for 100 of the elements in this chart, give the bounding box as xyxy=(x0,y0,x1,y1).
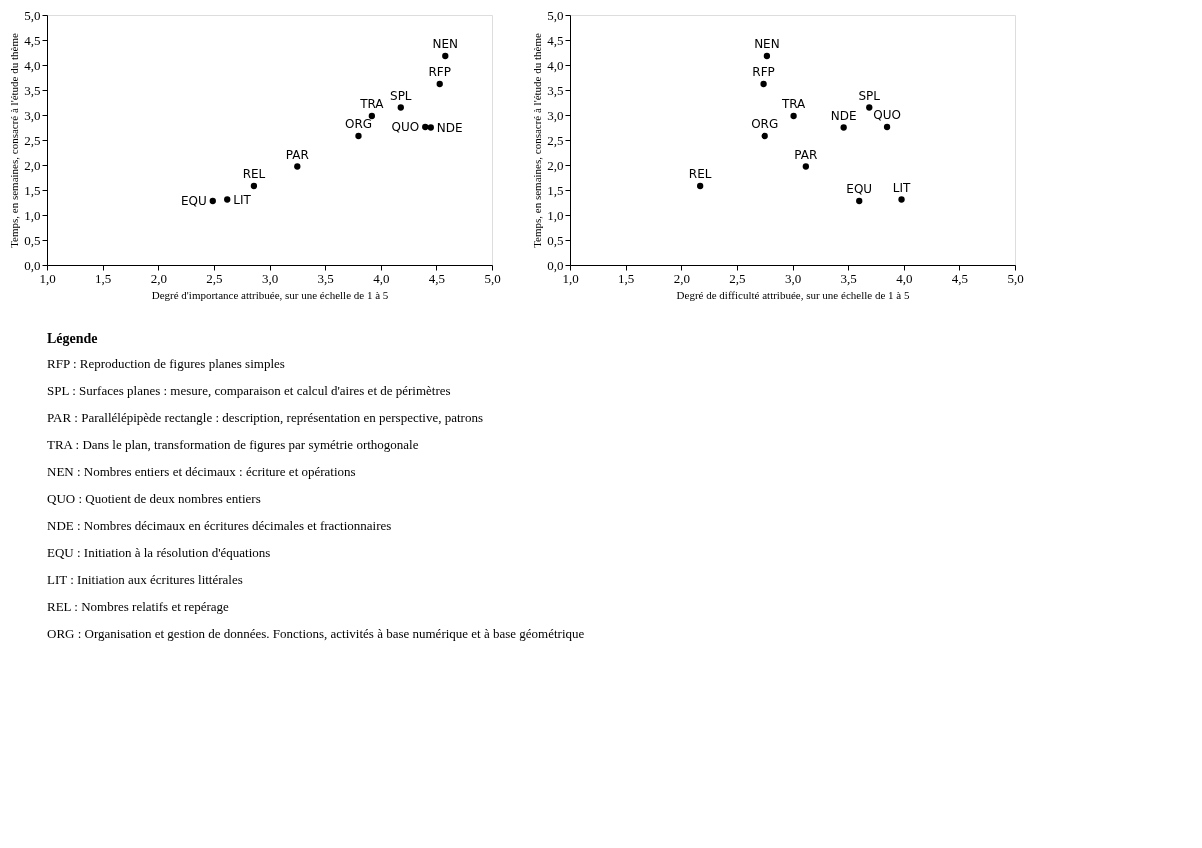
y-tick-label: 2,0 xyxy=(547,157,564,173)
text: Légende xyxy=(47,331,98,346)
y-tick-label: 1,5 xyxy=(24,182,41,198)
point xyxy=(866,104,873,111)
y-axis-title: Temps, en semaines, consacré à l'étude du thème xyxy=(531,33,544,248)
x-tick-label: 4,5 xyxy=(428,270,445,286)
text: NDE : Nombres décimaux en écritures décimales et fractionnaires xyxy=(47,517,392,533)
annotation: RFP xyxy=(428,65,451,79)
annotation: TRA xyxy=(359,97,385,111)
point xyxy=(442,52,449,60)
annotation: REL xyxy=(242,167,266,181)
annotation: QUO xyxy=(873,108,901,122)
x-axis-title: Degré d'importance attribuée, sur une échelle de 1 à 5 xyxy=(151,288,389,301)
x-tick-label: 1,0 xyxy=(562,270,579,286)
point xyxy=(294,163,301,170)
text: EQU : Initiation à la résolution d'équations xyxy=(47,544,271,560)
y-tick-label: 1,0 xyxy=(24,207,41,223)
point xyxy=(250,182,258,190)
annotation: ORG xyxy=(751,117,779,131)
x-tick-label: 5,0 xyxy=(484,270,501,286)
x-tick-label: 2,5 xyxy=(206,270,223,286)
annotation: RFP xyxy=(752,65,775,79)
y-tick-label: 2,5 xyxy=(24,132,41,148)
y-tick-label: 0,5 xyxy=(547,232,564,248)
point xyxy=(422,123,429,131)
y-tick-label: 4,0 xyxy=(24,57,41,73)
x-tick-label: 2,0 xyxy=(150,270,167,286)
point xyxy=(761,132,768,140)
text: REL : Nombres relatifs et repérage xyxy=(47,598,230,614)
y-tick-label: 5,0 xyxy=(547,7,564,23)
y-tick-label: 1,0 xyxy=(547,207,564,223)
text: QUO : Quotient de deux nombres entiers xyxy=(47,490,261,506)
annotation: PAR xyxy=(794,147,818,162)
annotation: PAR xyxy=(285,147,309,162)
annotation: SPL xyxy=(390,88,412,103)
annotation: EQU xyxy=(846,182,873,196)
x-tick-label: 1,5 xyxy=(95,270,112,286)
y-tick-label: 3,0 xyxy=(547,107,564,123)
point xyxy=(397,104,404,111)
annotation: SPL xyxy=(858,88,881,103)
x-axis-title: Degré de difficulté attribuée, sur une échelle de 1 à 5 xyxy=(676,288,910,301)
point xyxy=(697,182,704,190)
x-tick-label: 4,0 xyxy=(896,270,913,286)
point xyxy=(763,52,771,60)
y-tick-label: 3,5 xyxy=(547,82,564,98)
x-tick-label: 3,0 xyxy=(261,270,279,286)
y-tick-label: 5,0 xyxy=(24,7,41,23)
annotation: LIT xyxy=(233,192,252,207)
x-tick-label: 1,0 xyxy=(39,270,56,286)
annotation: EQU xyxy=(180,194,207,208)
annotation: TRA xyxy=(780,97,807,111)
y-tick-label: 4,0 xyxy=(547,57,564,73)
point xyxy=(355,132,362,140)
point xyxy=(790,112,797,120)
point xyxy=(856,197,863,205)
text: TRA : Dans le plan, transformation de figures par symétrie orthogonale xyxy=(47,436,419,452)
text: PAR : Parallélépipède rectangle : description, représentation en perspective, patrons xyxy=(47,409,483,425)
y-tick-label: 4,5 xyxy=(24,32,41,48)
x-tick-label: 2,5 xyxy=(729,270,746,286)
annotation: NEN xyxy=(754,37,780,51)
y-tick-label: 2,0 xyxy=(24,157,41,173)
y-tick-label: 0,0 xyxy=(24,257,41,273)
annotation: LIT xyxy=(892,180,911,195)
point xyxy=(760,80,767,88)
annotation: ORG xyxy=(344,117,373,131)
x-tick-label: 1,5 xyxy=(618,270,635,286)
annotation: NDE xyxy=(436,120,463,135)
text: LIT : Initiation aux écritures littérales xyxy=(47,571,243,587)
y-tick-label: 1,5 xyxy=(547,182,564,198)
point xyxy=(802,163,810,170)
y-axis-title: Temps, en semaines, consacré à l'étude du thème xyxy=(8,33,21,248)
text: SPL : Surfaces planes : mesure, comparaison et calcul d'aires et de périmètres xyxy=(47,382,451,398)
annotation: QUO xyxy=(391,120,420,134)
x-tick-label: 3,5 xyxy=(317,270,334,286)
y-tick-label: 0,5 xyxy=(24,232,41,248)
y-tick-label: 2,5 xyxy=(547,132,564,148)
y-tick-label: 4,5 xyxy=(547,32,564,48)
x-tick-label: 5,0 xyxy=(1007,270,1024,286)
y-tick-label: 0,0 xyxy=(547,257,564,273)
annotation: REL xyxy=(688,167,712,181)
point xyxy=(224,196,231,203)
point xyxy=(427,124,434,131)
x-tick-label: 3,5 xyxy=(840,270,857,286)
annotation: NEN xyxy=(432,37,459,51)
point xyxy=(883,123,891,131)
annotation: NDE xyxy=(830,108,857,123)
x-tick-label: 4,0 xyxy=(373,270,390,286)
text: RFP : Reproduction de figures planes simples xyxy=(47,355,285,371)
y-tick-label: 3,0 xyxy=(24,107,41,123)
point xyxy=(436,80,443,88)
text: ORG : Organisation et gestion de données. Fonctions, activités à base numérique et à base géométrique xyxy=(47,625,585,641)
y-tick-label: 3,5 xyxy=(24,82,41,98)
x-tick-label: 4,5 xyxy=(951,270,968,286)
x-tick-label: 3,0 xyxy=(784,270,802,286)
point xyxy=(898,196,905,203)
point xyxy=(840,124,847,131)
x-tick-label: 2,0 xyxy=(673,270,690,286)
point xyxy=(368,112,376,120)
point xyxy=(209,197,216,205)
text: NEN : Nombres entiers et décimaux : écriture et opérations xyxy=(47,463,356,479)
